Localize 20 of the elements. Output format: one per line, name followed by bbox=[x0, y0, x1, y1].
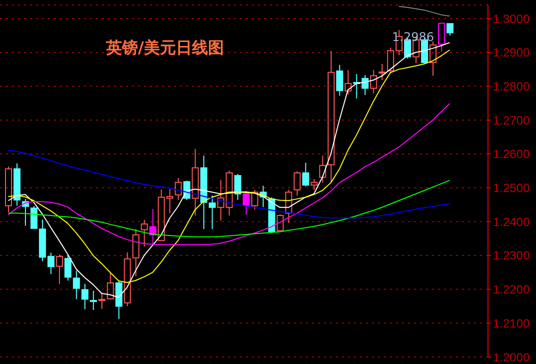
line-series bbox=[8, 180, 450, 238]
y-tick-label: 1.2000 bbox=[493, 350, 530, 364]
text: 英镑/美元日线图 bbox=[106, 38, 224, 59]
line-series bbox=[8, 150, 450, 218]
y-tick-label: 1.2400 bbox=[493, 214, 530, 229]
candlestick bbox=[90, 290, 97, 310]
y-tick-label: 1.3000 bbox=[493, 12, 530, 26]
y-tick-label: 1.2900 bbox=[493, 46, 530, 60]
y-tick-label: 1.2200 bbox=[493, 282, 530, 297]
line-series bbox=[8, 102, 450, 246]
y-tick-label: 1.2600 bbox=[493, 147, 530, 162]
candlestick bbox=[72, 270, 80, 300]
y-tick-label: 1.2500 bbox=[493, 181, 530, 196]
y-tick-label: 1.2100 bbox=[493, 316, 530, 330]
y-tick-label: 1.2300 bbox=[493, 248, 530, 263]
candlestick bbox=[336, 64, 344, 96]
y-tick-label: 1.2700 bbox=[493, 113, 530, 128]
y-tick-label: 1.2800 bbox=[493, 79, 530, 94]
line-series bbox=[398, 6, 450, 17]
candlestick bbox=[192, 148, 199, 216]
